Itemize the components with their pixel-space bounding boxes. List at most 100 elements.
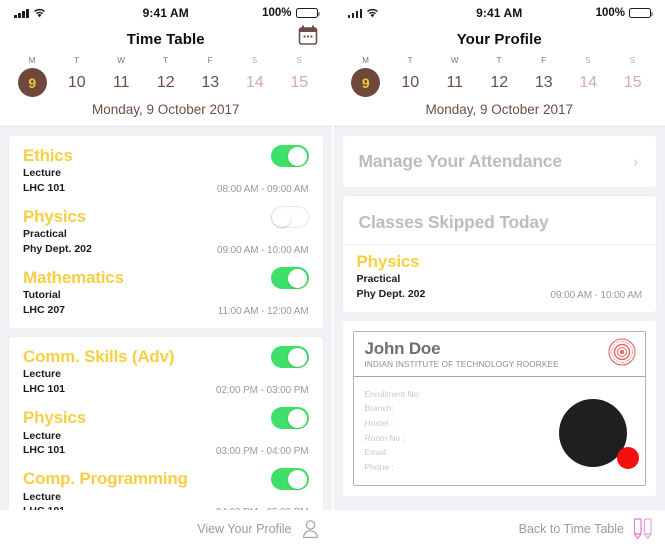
- class-time: 09:00 AM - 10:00 AM: [550, 290, 643, 302]
- class-name: Ethics: [23, 146, 73, 165]
- timetable-bottom-bar[interactable]: View Your Profile: [0, 510, 332, 548]
- header-divider: [333, 126, 665, 127]
- calendar-icon[interactable]: [298, 25, 318, 46]
- classes-skipped-card: Classes Skipped Today Physics Practical …: [342, 196, 657, 313]
- week-day-0[interactable]: M 9: [344, 56, 389, 97]
- class-row[interactable]: Physics Lecture LHC 101 03:00 PM - 04:00…: [9, 401, 323, 462]
- institute-seal-icon: [608, 338, 636, 366]
- photo-accent-dot: [617, 446, 639, 469]
- page-title: Time Table: [126, 30, 205, 48]
- week-day-number: 14: [245, 73, 264, 91]
- student-name: John Doe: [364, 339, 441, 359]
- week-day-5[interactable]: S 14: [566, 56, 611, 97]
- attendance-toggle[interactable]: [270, 407, 309, 430]
- profile-bottom-bar[interactable]: Back to Time Table: [333, 510, 665, 548]
- week-day-number: 14: [579, 73, 598, 91]
- week-day-4[interactable]: F 13: [188, 56, 233, 97]
- week-day-selector[interactable]: M 9 T 10 W 11 T 12 F 13 S 14: [334, 52, 665, 97]
- class-row[interactable]: Physics Practical Phy Dept. 202 09:00 AM…: [9, 200, 323, 261]
- class-row[interactable]: Comp. Programming Lecture LHC 101 04:00 …: [9, 462, 323, 510]
- id-card-container: John Doe INDIAN INSTITUTE OF TECHNOLOGY …: [342, 321, 656, 497]
- header-divider: [0, 126, 332, 127]
- week-day-label: S: [296, 56, 303, 65]
- person-icon[interactable]: [301, 519, 320, 539]
- timetable-screen: 9:41 AM 100% Time Table: [0, 0, 332, 560]
- attendance-toggle[interactable]: [270, 206, 309, 229]
- week-day-number: 13: [534, 73, 553, 91]
- week-day-label: W: [450, 56, 459, 65]
- status-bar-time: 9:41 AM: [476, 6, 523, 20]
- attendance-toggle[interactable]: [270, 267, 309, 290]
- attendance-toggle[interactable]: [270, 346, 309, 369]
- week-day-label: F: [207, 56, 213, 65]
- chevron-right-icon: ›: [633, 153, 638, 170]
- week-day-2[interactable]: W 11: [99, 56, 144, 97]
- class-room: LHC 101: [23, 182, 66, 195]
- id-card-header: John Doe INDIAN INSTITUTE OF TECHNOLOGY …: [353, 332, 645, 377]
- class-time: 09:00 AM - 10:00 AM: [217, 245, 309, 257]
- class-time: 08:00 AM - 09:00 AM: [217, 184, 309, 196]
- week-day-number: 12: [490, 73, 509, 91]
- status-bar-left: [347, 8, 380, 18]
- week-day-label: T: [407, 56, 413, 65]
- status-bar-left: [14, 8, 46, 18]
- pens-icon[interactable]: [633, 518, 653, 540]
- toggle-knob: [288, 146, 307, 166]
- week-day-number: 15: [290, 73, 309, 91]
- status-bar: 9:41 AM 100%: [334, 0, 665, 26]
- week-day-number: 11: [446, 73, 464, 91]
- manage-attendance-button[interactable]: Manage Your Attendance ›: [342, 136, 656, 187]
- week-day-selector[interactable]: M 9 T 10 W 11 T 12 F 13 S 14: [0, 52, 332, 97]
- week-day-1[interactable]: T 10: [55, 56, 100, 97]
- week-day-6[interactable]: S 15: [611, 56, 656, 97]
- week-day-label: F: [541, 56, 547, 65]
- week-day-6[interactable]: S 15: [277, 56, 322, 97]
- week-day-1[interactable]: T 10: [388, 56, 433, 97]
- manage-attendance-label: Manage Your Attendance: [358, 151, 563, 171]
- class-name: Mathematics: [23, 268, 124, 288]
- week-day-3[interactable]: T 12: [144, 56, 189, 97]
- class-room: LHC 207: [23, 304, 66, 317]
- status-bar: 9:41 AM 100%: [0, 0, 332, 26]
- week-day-label: S: [251, 56, 258, 65]
- class-type: Lecture: [23, 429, 61, 442]
- week-day-label: M: [28, 56, 36, 65]
- class-room: LHC 101: [23, 383, 66, 396]
- class-type: Practical: [356, 273, 401, 286]
- battery-full-icon: [295, 8, 320, 18]
- class-type: Lecture: [23, 167, 61, 180]
- class-type: Practical: [23, 228, 67, 241]
- week-day-4[interactable]: F 13: [522, 56, 567, 97]
- student-id-card: John Doe INDIAN INSTITUTE OF TECHNOLOGY …: [352, 331, 646, 487]
- attendance-toggle[interactable]: [270, 145, 309, 167]
- class-row[interactable]: Ethics Lecture LHC 101 08:00 AM - 09:00 …: [9, 139, 323, 200]
- week-day-2[interactable]: W 11: [433, 56, 478, 97]
- week-day-label: S: [585, 56, 592, 65]
- class-row[interactable]: Mathematics Tutorial LHC 207 11:00 AM - …: [9, 261, 323, 322]
- class-room: LHC 101: [23, 444, 66, 457]
- week-day-label: T: [163, 56, 169, 65]
- attendance-toggle[interactable]: [270, 468, 309, 491]
- id-field-branch: Branch:: [364, 403, 394, 414]
- class-row[interactable]: Physics Practical Phy Dept. 202 09:00 AM…: [343, 245, 657, 306]
- timetable-card-afternoon: Comm. Skills (Adv) Lecture LHC 101 02:00…: [9, 337, 323, 510]
- class-name: Comp. Programming: [23, 469, 188, 489]
- class-room: Phy Dept. 202: [23, 243, 92, 256]
- week-day-0[interactable]: M 9: [10, 56, 55, 97]
- toggle-knob: [288, 347, 307, 367]
- week-day-3[interactable]: T 12: [477, 56, 522, 97]
- class-time: 11:00 AM - 12:00 AM: [217, 306, 309, 318]
- profile-navbar: Your Profile: [334, 26, 665, 52]
- class-type: Lecture: [23, 490, 61, 503]
- id-field-room: Room No :: [364, 432, 406, 443]
- class-row[interactable]: Comm. Skills (Adv) Lecture LHC 101 02:00…: [9, 340, 323, 401]
- id-field-phone: Phone :: [364, 461, 394, 472]
- week-day-label: W: [117, 56, 126, 65]
- class-name: Physics: [23, 207, 86, 227]
- class-time: 03:00 PM - 04:00 PM: [215, 446, 309, 458]
- week-day-number: 11: [112, 73, 130, 91]
- classes-skipped-heading: Classes Skipped Today: [342, 199, 656, 245]
- selected-full-date: Monday, 9 October 2017: [91, 102, 240, 117]
- week-day-5[interactable]: S 14: [233, 56, 278, 97]
- cellular-bars-icon: [14, 8, 29, 18]
